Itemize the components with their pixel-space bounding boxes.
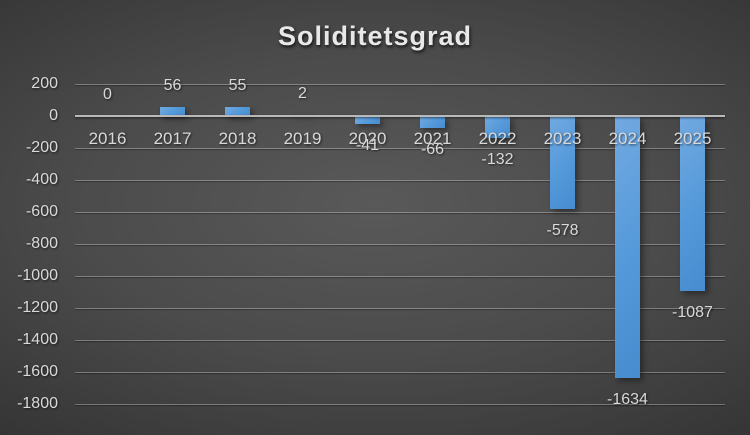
x-axis-label: 2016 bbox=[88, 129, 127, 148]
x-axis-label: 2022 bbox=[478, 129, 517, 148]
bar-2020 bbox=[355, 117, 380, 124]
data-label: 56 bbox=[163, 77, 182, 95]
x-axis-label: 2021 bbox=[413, 129, 452, 148]
gridline bbox=[75, 148, 725, 149]
data-label: -132 bbox=[481, 151, 514, 169]
y-axis-label: -1000 bbox=[17, 267, 58, 284]
gridline bbox=[75, 212, 725, 213]
y-axis-label: -1600 bbox=[17, 363, 58, 380]
y-axis-label: -1400 bbox=[17, 331, 58, 348]
x-axis-label: 2024 bbox=[608, 129, 647, 148]
bar-2018 bbox=[225, 107, 250, 116]
x-axis-label: 2018 bbox=[218, 129, 257, 148]
y-axis-label: 200 bbox=[31, 75, 58, 92]
bar-2023 bbox=[550, 117, 575, 210]
gridline bbox=[75, 276, 725, 277]
bar-2025 bbox=[680, 117, 705, 291]
gridline bbox=[75, 244, 725, 245]
gridline bbox=[75, 372, 725, 373]
data-label: -41 bbox=[355, 136, 380, 154]
bar-2022 bbox=[485, 117, 510, 139]
data-label: 2 bbox=[298, 85, 307, 102]
zero-axis-line bbox=[75, 115, 725, 117]
x-axis-label: 2017 bbox=[153, 129, 192, 148]
y-axis-label: -200 bbox=[25, 139, 58, 156]
data-label: -66 bbox=[420, 140, 445, 158]
x-axis-label: 2019 bbox=[283, 129, 322, 148]
bar-2021 bbox=[420, 117, 445, 128]
data-label: -1087 bbox=[672, 303, 713, 321]
x-axis-label: 2020 bbox=[348, 129, 387, 148]
gridline bbox=[75, 340, 725, 341]
data-label: 0 bbox=[103, 86, 112, 103]
y-axis-label: -1200 bbox=[17, 299, 58, 316]
bar-2024 bbox=[615, 117, 640, 379]
data-label: 55 bbox=[228, 77, 247, 95]
y-axis-label: -1800 bbox=[17, 395, 58, 412]
gridline bbox=[75, 308, 725, 309]
bar-2017 bbox=[160, 107, 185, 116]
data-label: -578 bbox=[546, 222, 579, 240]
gridline bbox=[75, 180, 725, 181]
y-axis-label: 0 bbox=[49, 107, 58, 124]
x-axis-label: 2023 bbox=[543, 129, 582, 148]
y-axis-label: -400 bbox=[25, 171, 58, 188]
x-axis-label: 2025 bbox=[673, 129, 712, 148]
data-label: -1634 bbox=[607, 391, 648, 409]
gridline bbox=[75, 84, 725, 85]
gridline bbox=[75, 404, 725, 405]
chart-title: Soliditetsgrad bbox=[277, 21, 473, 51]
y-axis-label: -800 bbox=[25, 235, 58, 252]
y-axis-label: -600 bbox=[25, 203, 58, 220]
